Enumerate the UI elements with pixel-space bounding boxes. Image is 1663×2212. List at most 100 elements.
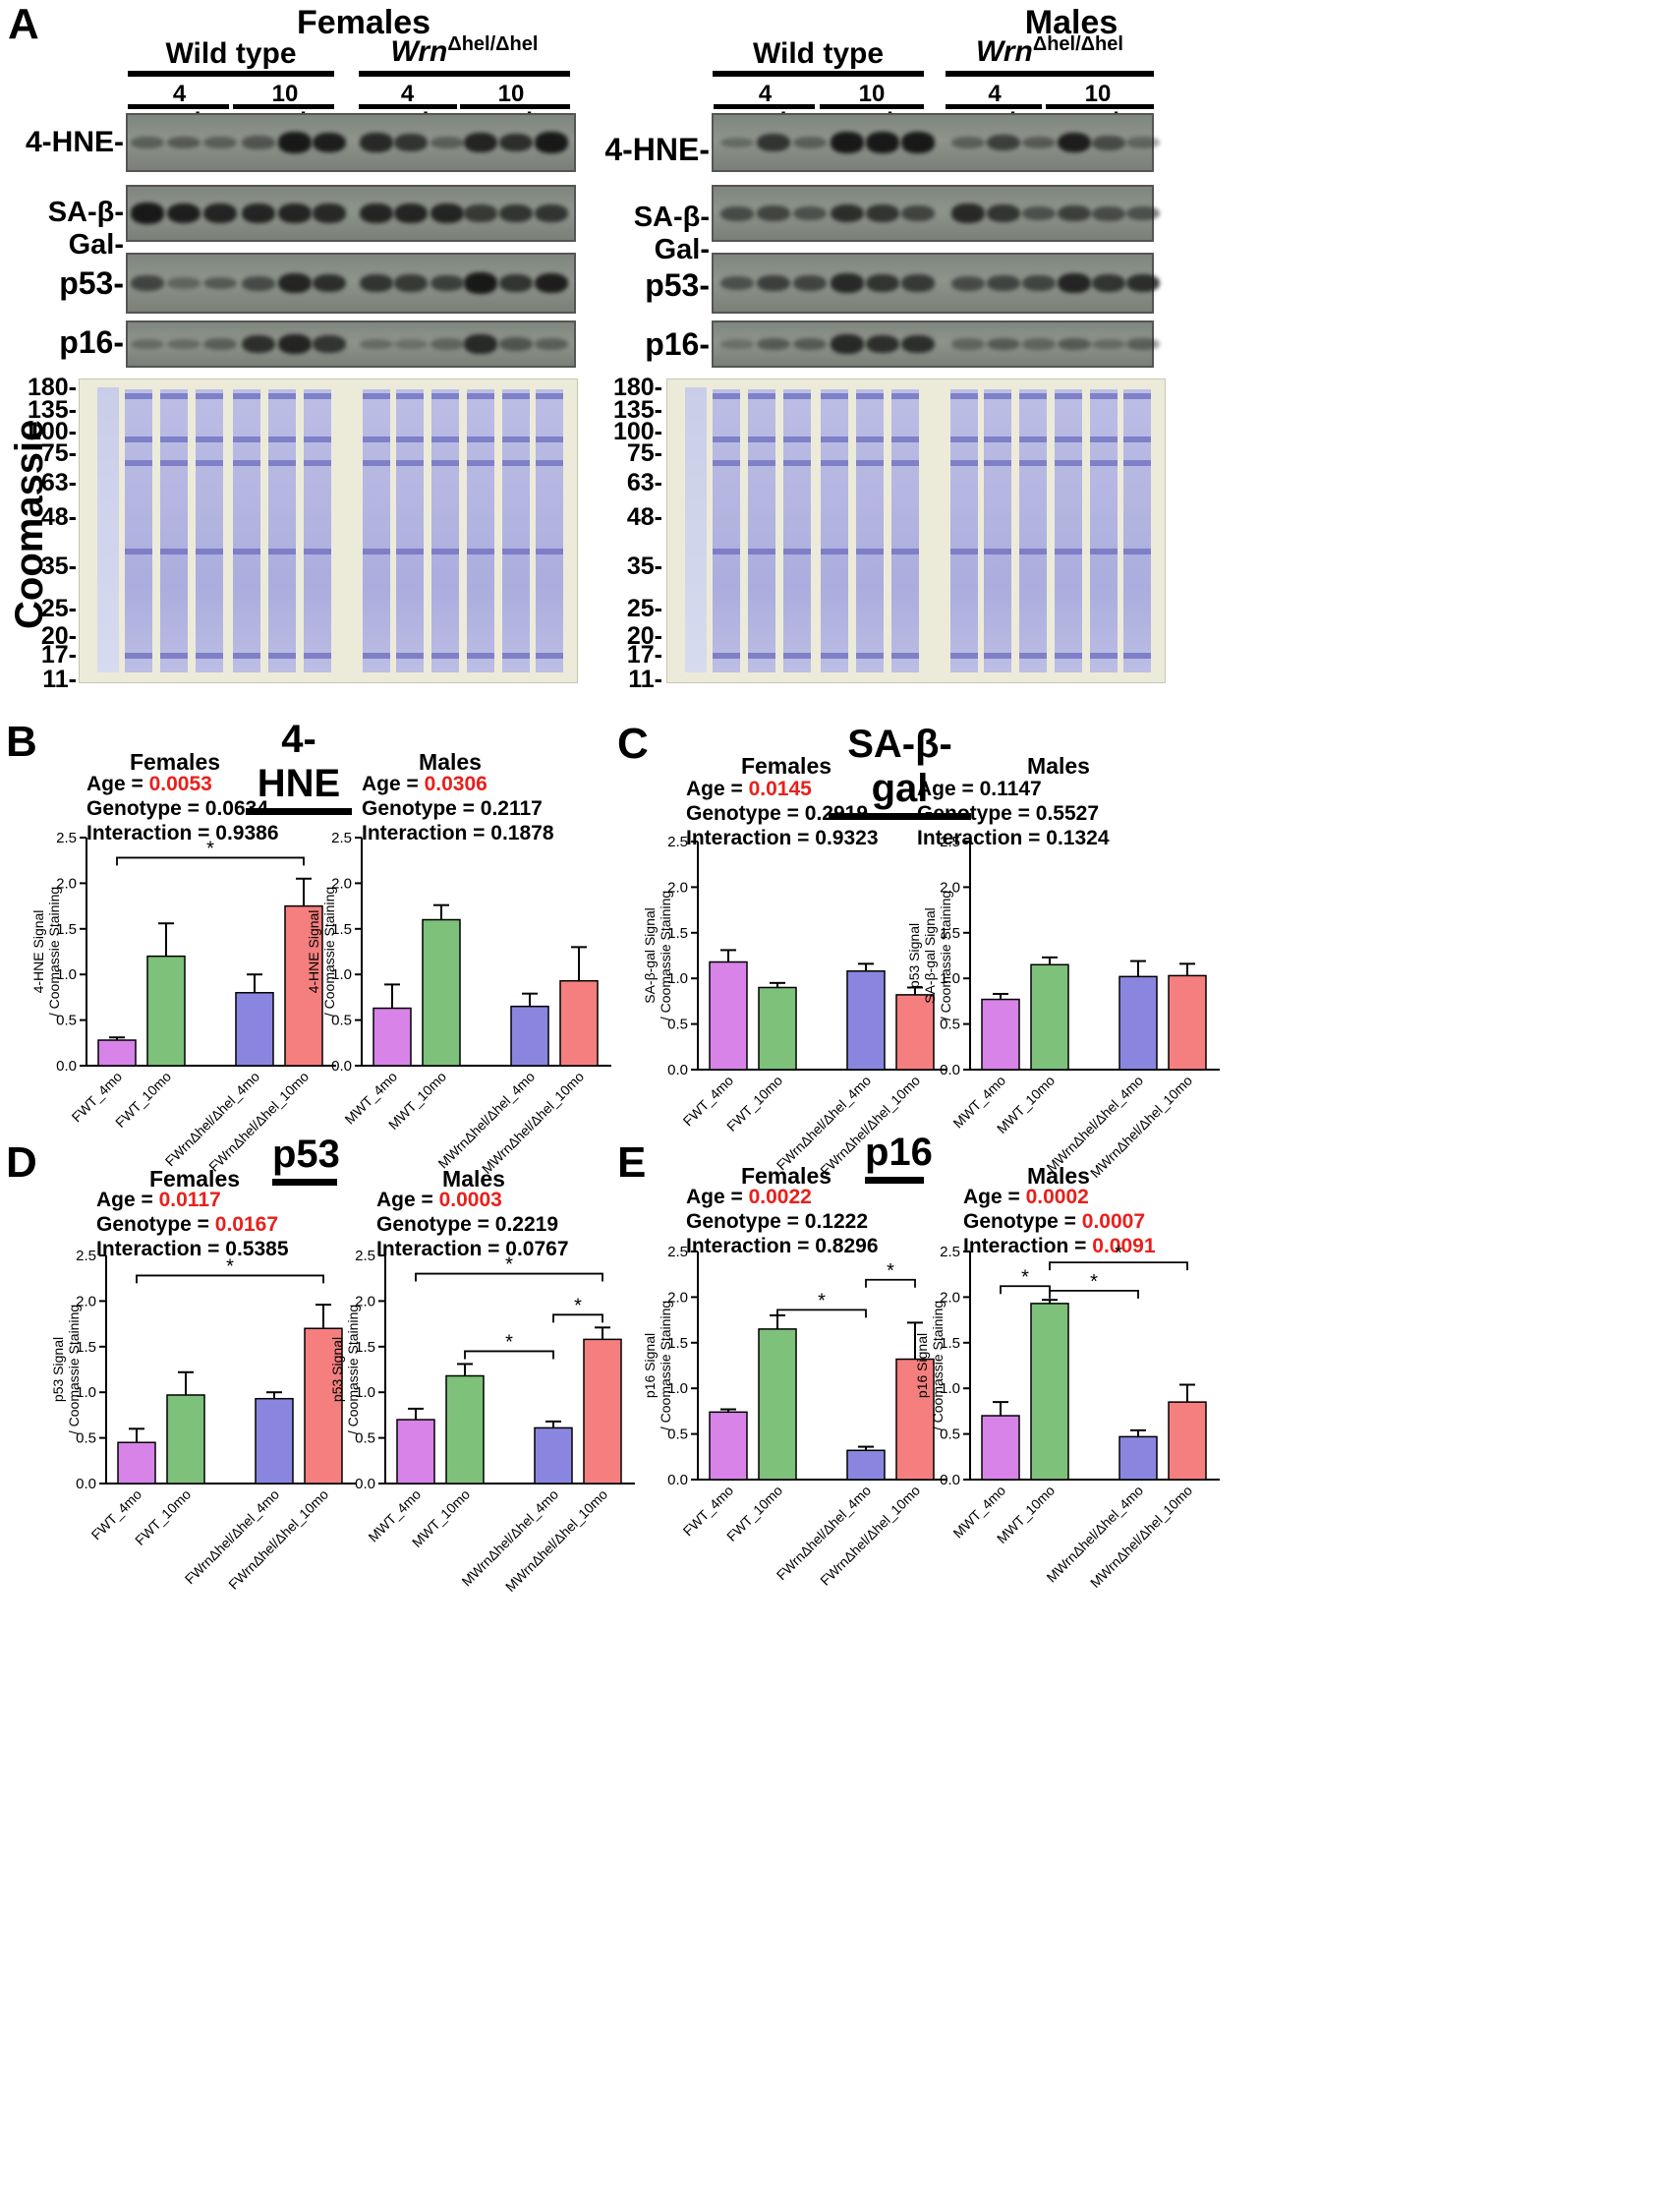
gel-band (536, 549, 563, 554)
males-band (1092, 338, 1125, 350)
females-band (278, 204, 312, 223)
females-band (394, 134, 428, 151)
stat-line: Genotype = 0.0007 (963, 1209, 1156, 1234)
stat-value: 0.0145 (748, 778, 812, 800)
females-band (394, 204, 428, 223)
males-wrn-label: WrnΔhel/Δhel (976, 33, 1123, 68)
females-band (242, 136, 275, 149)
bar (1168, 1401, 1207, 1481)
chart-plot: 0.00.51.01.52.02.5SA-β-gal Signal / Cooma… (642, 834, 947, 1179)
gel-lane (713, 389, 740, 672)
y-axis-label: / Coomassie Staining (658, 1301, 673, 1430)
females-band (464, 272, 497, 294)
gel-band (196, 460, 223, 466)
y-tick-label: 2.0 (331, 875, 352, 892)
bar (981, 998, 1020, 1071)
females-band (313, 204, 346, 223)
y-tick-label: 1.0 (355, 1384, 375, 1401)
gel-band (536, 393, 563, 399)
gel-band (125, 549, 152, 554)
chart-title: Males (1027, 753, 1090, 779)
gel-band (502, 460, 530, 466)
gel-lane (891, 389, 919, 672)
significance-bracket (116, 856, 305, 866)
y-tick-label: 2.5 (331, 830, 352, 846)
males-band (1092, 274, 1125, 292)
gel-band (1019, 437, 1047, 442)
gel-band (396, 549, 424, 554)
males-band (901, 274, 935, 292)
gel-band (713, 460, 740, 466)
bar (97, 1039, 137, 1067)
males-band (951, 136, 985, 149)
bar (846, 1449, 886, 1481)
x-tick-label: FWrnΔhel/Δhel_10mo (817, 1483, 923, 1589)
y-axis-label: 4-HNE Signal (306, 910, 321, 994)
males-band (1022, 275, 1056, 291)
gel-band (950, 437, 978, 442)
gel-band (536, 653, 563, 659)
stat-value: 0.0002 (1025, 1186, 1089, 1208)
gel-lane (196, 389, 223, 672)
gel-band (396, 653, 424, 659)
males-band (720, 338, 754, 350)
females-band (131, 136, 164, 149)
x-tick-label: FWrnΔhel/Δhel_4mo (774, 1483, 875, 1584)
males-wrn-10mo-bar (1046, 104, 1154, 109)
gel-band (125, 437, 152, 442)
mw-marker-label: 20- (40, 622, 77, 650)
females-band (203, 276, 237, 290)
males-band (987, 275, 1020, 291)
y-tick-label: 2.5 (56, 830, 77, 846)
females-band (430, 338, 464, 350)
females-band (167, 203, 201, 224)
males-band (1058, 337, 1091, 351)
y-axis-label: / Coomassie Staining (321, 887, 337, 1017)
bar (583, 1338, 622, 1484)
gel-band (396, 460, 424, 466)
bar (255, 1397, 294, 1484)
bar (166, 1394, 205, 1484)
stat-line: Age = 0.0117 (96, 1188, 289, 1212)
section-title-4hne: 4-HNE (246, 718, 352, 815)
gel-band (856, 437, 884, 442)
gel-band (1055, 460, 1082, 466)
bar (1030, 1303, 1069, 1481)
chart-plot: 0.0 0.5 1.0 1.5 2.0 2.5 p16 Signal / Coomassie … (914, 1243, 1220, 1591)
mw-marker-label: 25- (40, 595, 77, 622)
y-tick-label: 2.5 (76, 1248, 96, 1264)
gel-lane (821, 389, 848, 672)
gel-band (1019, 653, 1047, 659)
bar (396, 1419, 435, 1484)
gel-band (821, 460, 848, 466)
males-band (1022, 338, 1056, 350)
section-title-sabgal: SA-β-gal (829, 723, 971, 820)
mw-marker-label: 100- (612, 418, 662, 445)
gel-lane (950, 389, 978, 672)
chart-plot: 0.0 0.5 1.0 1.5 2.0 2.5 4-HNE Signal / Coomassi… (306, 830, 611, 1177)
bar (445, 1374, 485, 1484)
gel-band (1123, 549, 1151, 554)
y-tick-label: 1.5 (355, 1339, 375, 1356)
stat-label: Interaction = (963, 1235, 1093, 1257)
females-band (242, 204, 275, 223)
gel-band (233, 437, 260, 442)
stat-value: 0.0091 (1092, 1235, 1156, 1257)
gel-band (783, 549, 811, 554)
gel-band (748, 653, 775, 659)
gel-band (821, 549, 848, 554)
y-tick-label: 2.5 (355, 1248, 375, 1264)
bar (846, 970, 886, 1071)
gel-band (1090, 549, 1118, 554)
gel-band (233, 549, 260, 554)
stat-value: 0.5385 (225, 1238, 289, 1260)
gel-band (1090, 393, 1118, 399)
males-band (831, 334, 864, 354)
panel-letter-b: B (6, 718, 37, 766)
gel-band (304, 653, 331, 659)
stat-line: Genotype = 0.2117 (362, 796, 554, 821)
stat-value: 0.0053 (148, 773, 212, 795)
y-tick-label: 1.5 (667, 925, 688, 942)
stat-value: 0.2117 (480, 797, 543, 820)
gel-lane (856, 389, 884, 672)
